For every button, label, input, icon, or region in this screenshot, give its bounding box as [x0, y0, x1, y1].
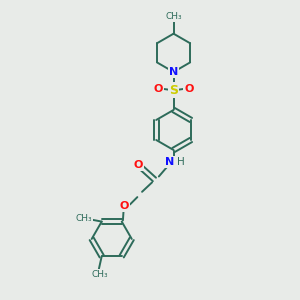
- Text: N: N: [165, 158, 175, 167]
- Text: O: O: [154, 84, 163, 94]
- Text: CH₃: CH₃: [166, 12, 182, 21]
- Text: CH₃: CH₃: [76, 214, 92, 223]
- Text: O: O: [134, 160, 143, 170]
- Text: CH₃: CH₃: [91, 270, 108, 279]
- Text: S: S: [169, 84, 178, 97]
- Text: O: O: [119, 201, 129, 211]
- Text: N: N: [169, 67, 178, 77]
- Text: H: H: [177, 158, 185, 167]
- Text: O: O: [184, 84, 194, 94]
